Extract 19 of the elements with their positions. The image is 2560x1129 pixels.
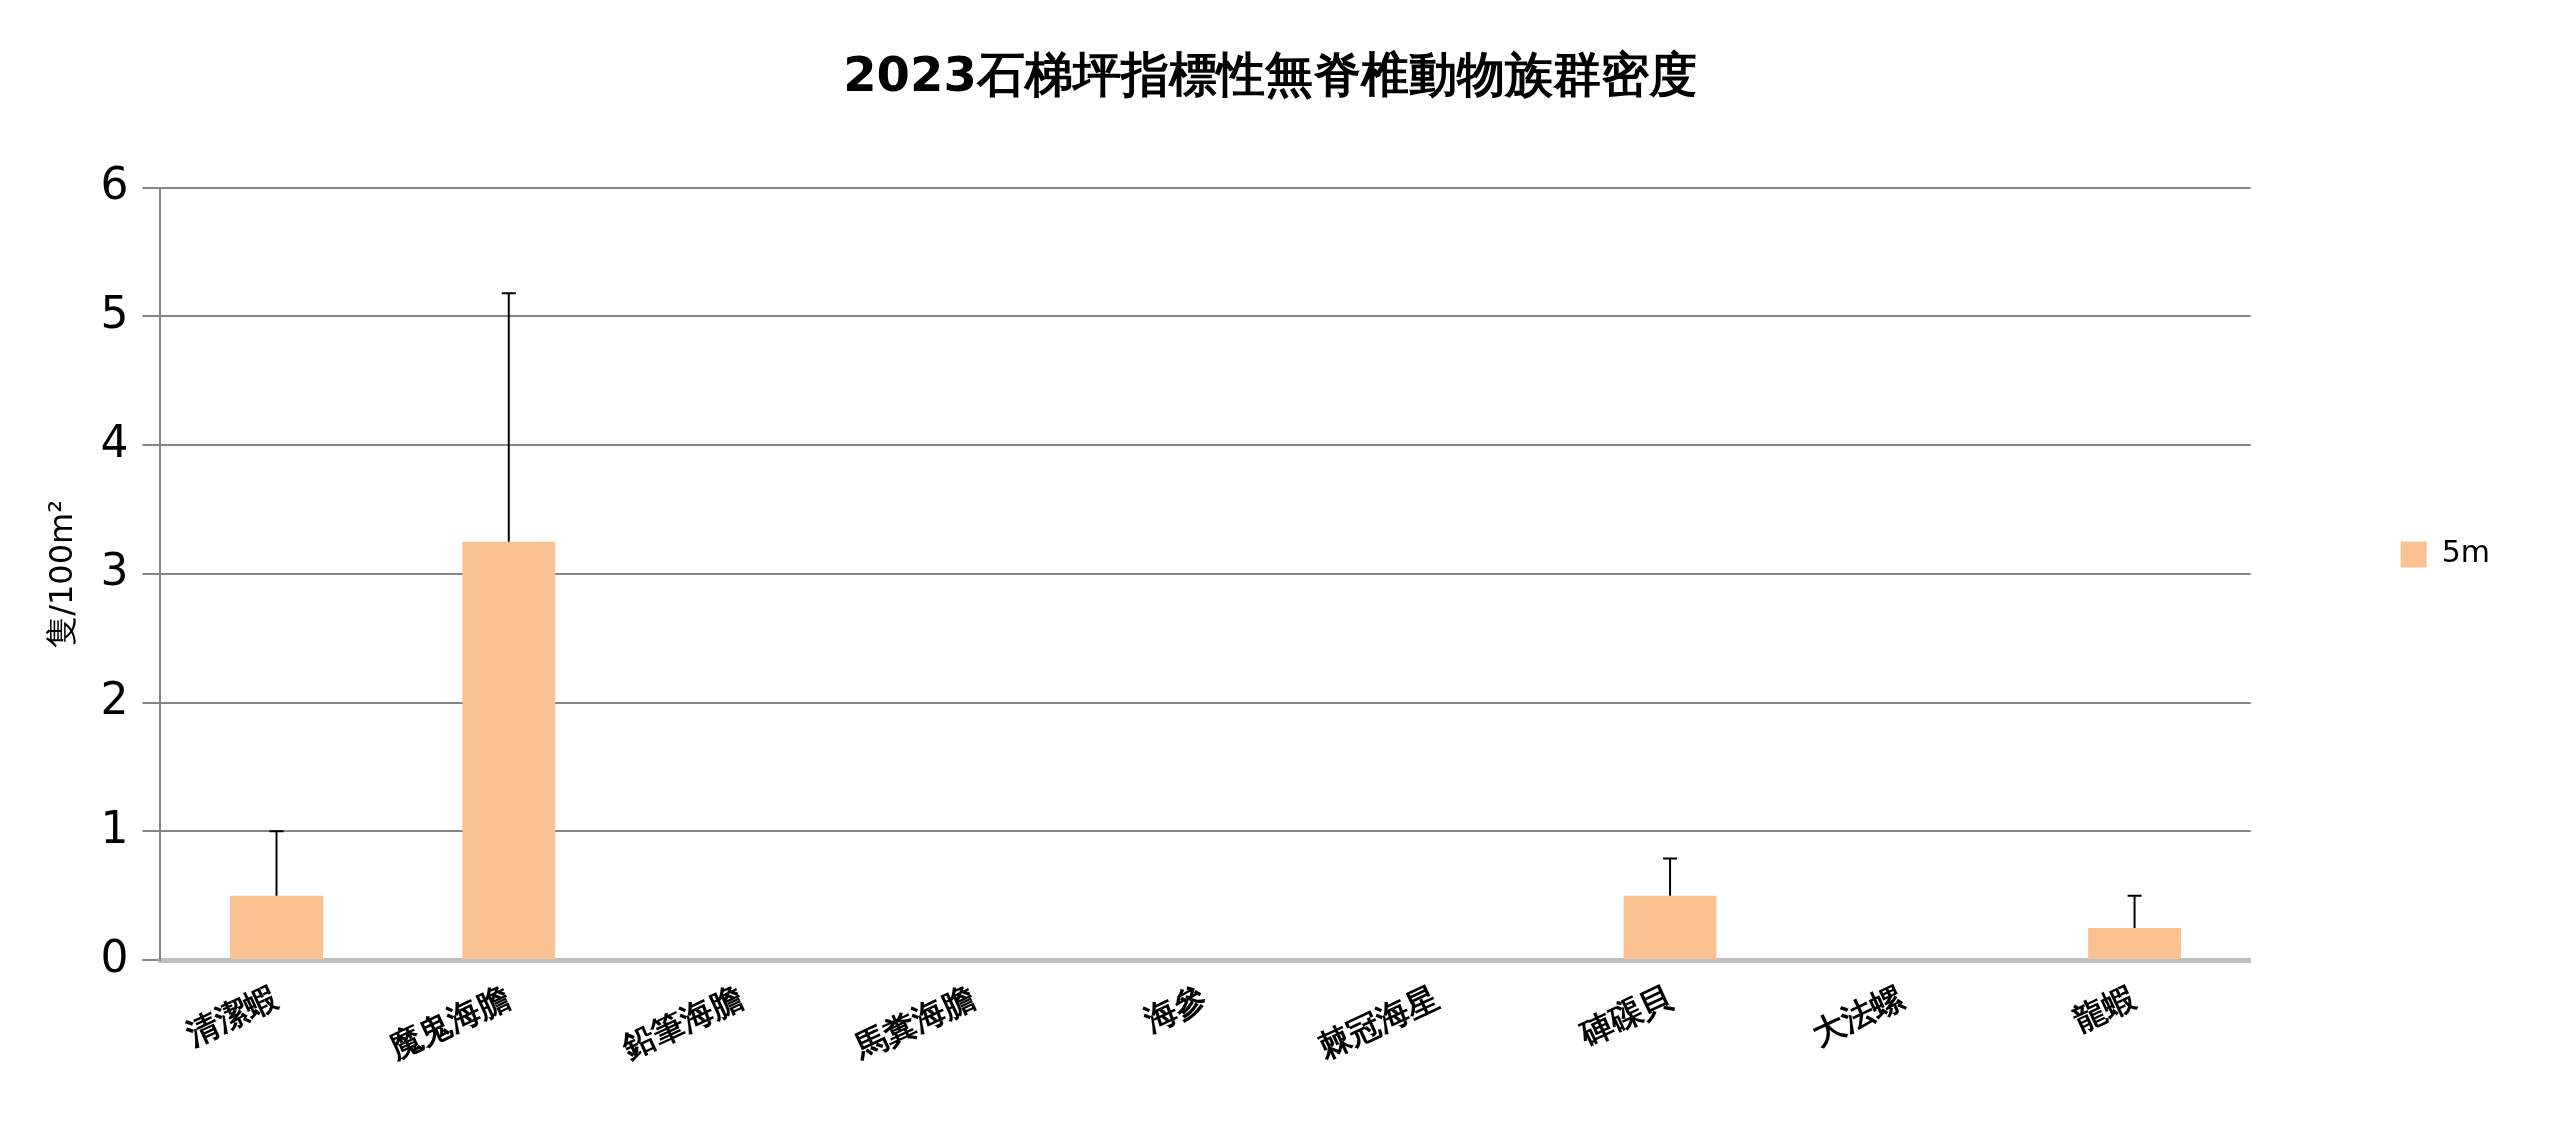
y-tick-label: 1 [100, 801, 129, 853]
x-tick-label: 魔鬼海膽 [382, 977, 516, 1067]
x-tick-label: 鉛筆海膽 [614, 977, 748, 1067]
x-tick-label: 清潔蝦 [179, 977, 285, 1054]
x-tick-label: 大法螺 [1806, 977, 1911, 1053]
x-tick-label: 海參 [1137, 977, 1213, 1040]
y-axis-title: 隻/100m² [41, 499, 80, 648]
y-tick-label: 4 [100, 415, 129, 467]
chart-title: 2023石梯坪指標性無脊椎動物族群密度 [843, 46, 1697, 103]
legend-label: 5m [2441, 534, 2490, 570]
y-tick-label: 3 [100, 544, 129, 596]
x-tick-label: 龍蝦 [2067, 977, 2143, 1040]
x-tick-label: 硨磲貝 [1572, 977, 1678, 1054]
x-tick-label: 馬糞海膽 [846, 977, 981, 1068]
y-tick-label: 5 [100, 286, 129, 338]
y-tick-label: 6 [100, 158, 129, 210]
x-tick-label: 棘冠海星 [1311, 977, 1445, 1067]
y-tick-label: 0 [100, 930, 129, 982]
y-tick-label: 2 [100, 673, 129, 725]
